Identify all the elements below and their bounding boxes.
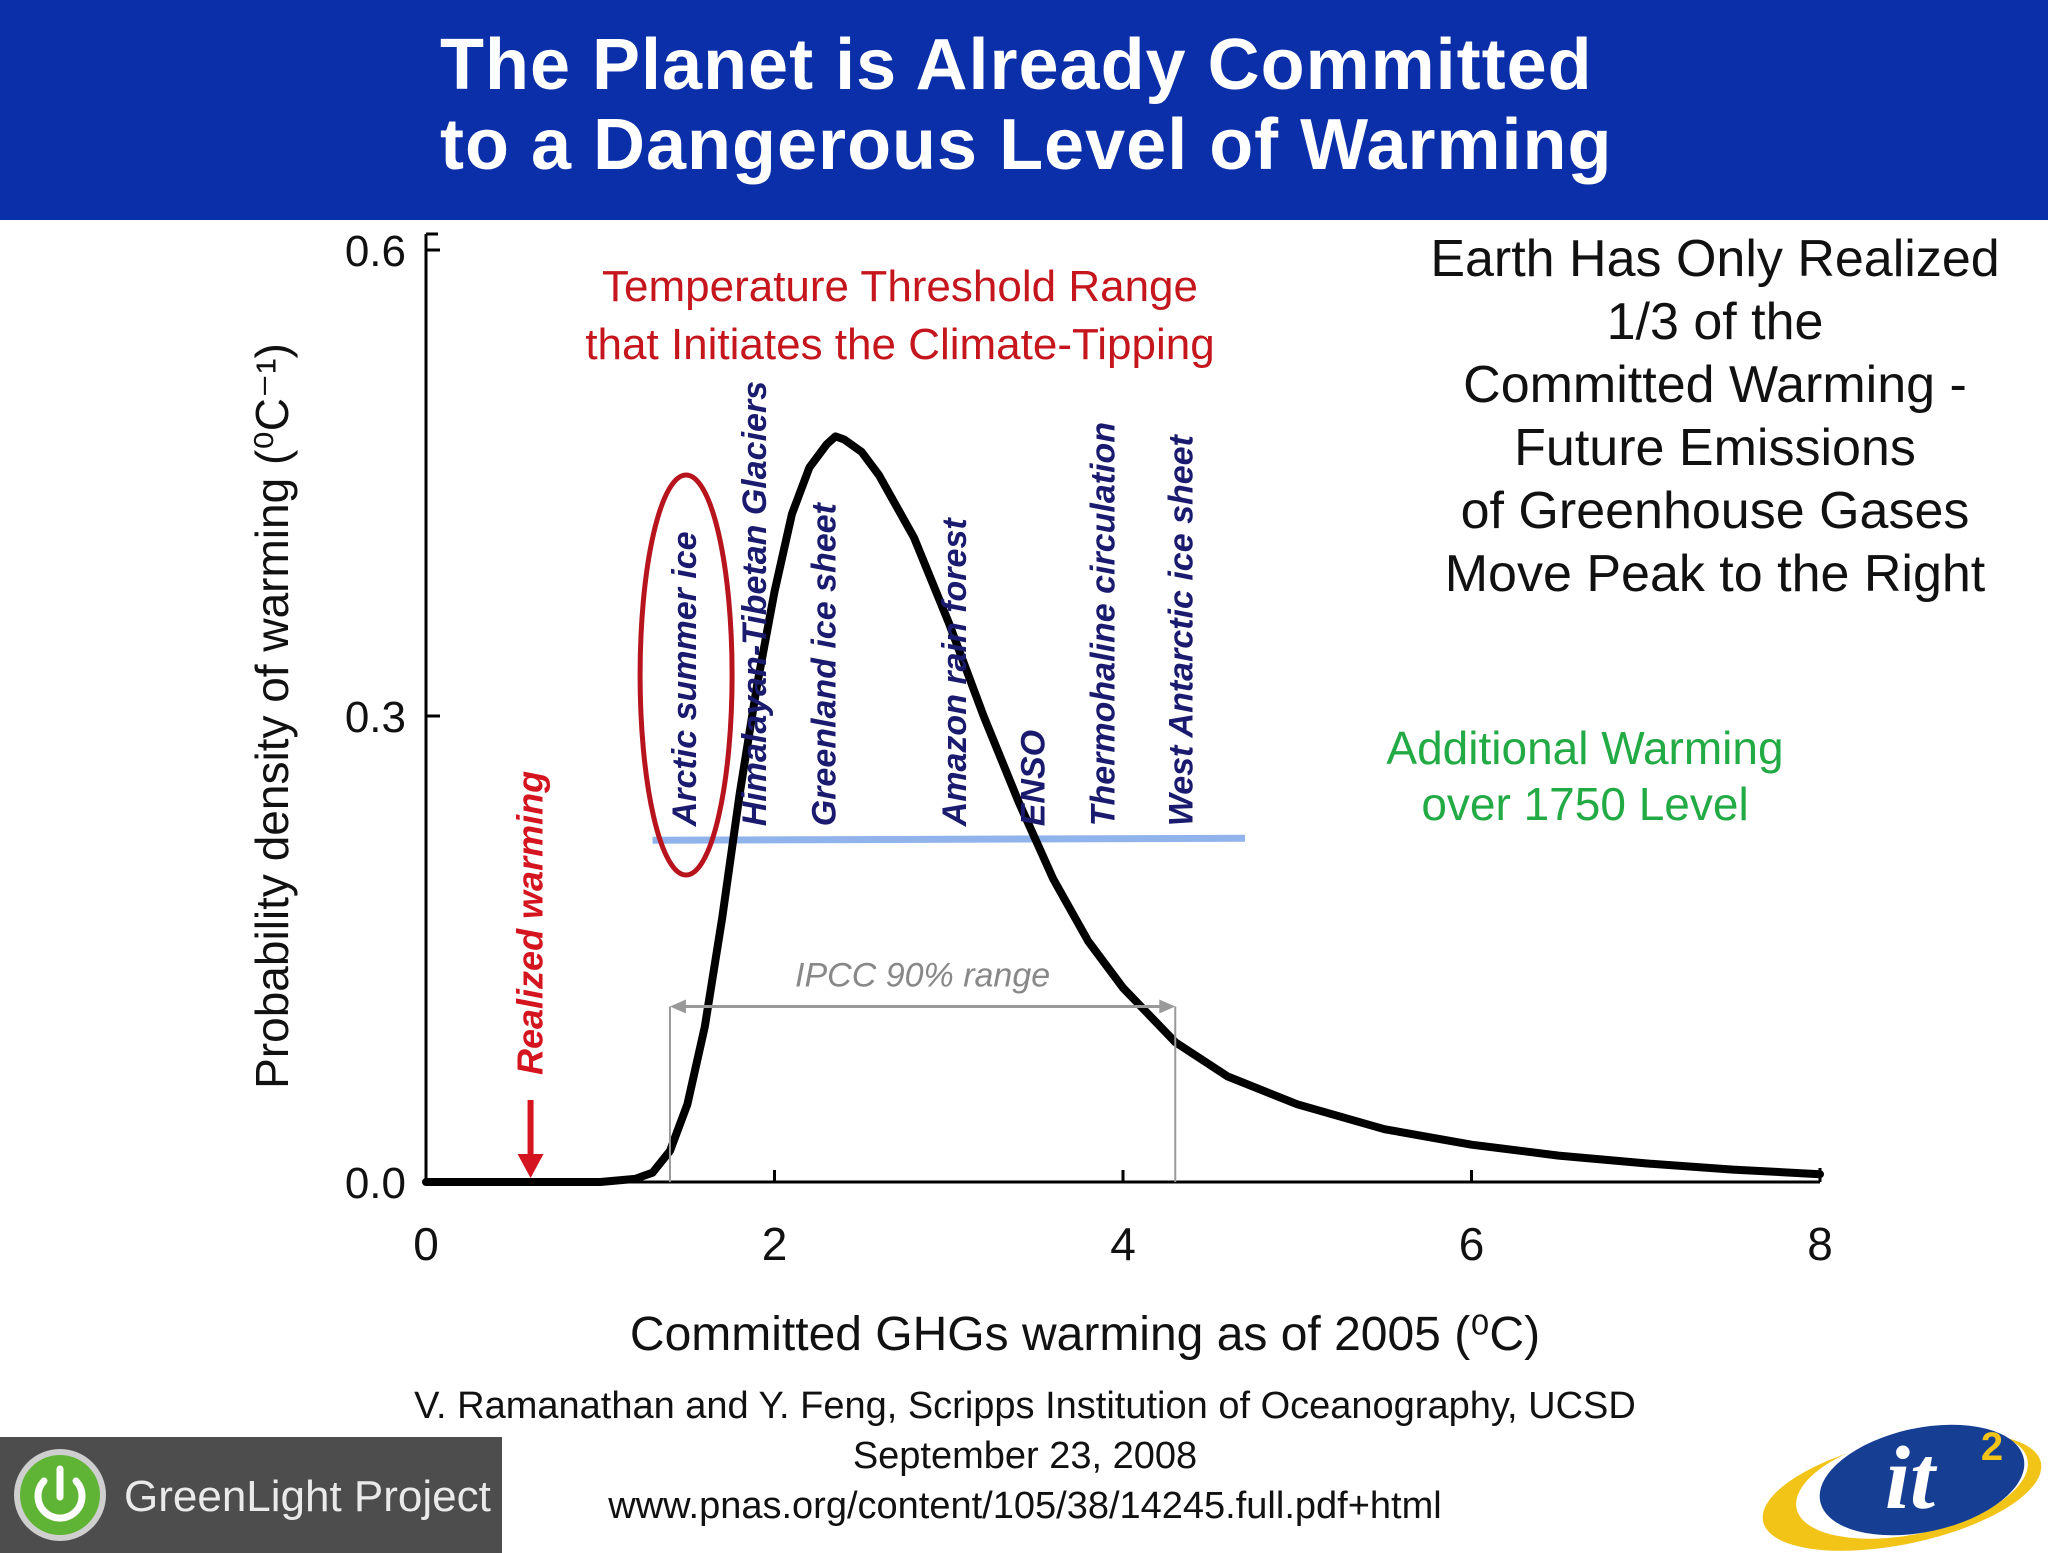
x-tick-label: 8 (1807, 1218, 1833, 1270)
threshold-range-title: Temperature Threshold Range that Initiat… (540, 258, 1260, 374)
tipping-element-label: Greenland ice sheet (805, 501, 843, 826)
x-axis-title: Committed GHGs warming as of 2005 (⁰C) (630, 1308, 1540, 1361)
it2-logo: it 2 (1762, 1424, 2042, 1551)
probability-curve (422, 432, 1824, 1186)
annotation-layer: IPCC 90% range Realized warming (510, 472, 1177, 1182)
x-tick-label: 4 (1110, 1218, 1136, 1270)
it2-logo-text: it (1885, 1429, 1938, 1528)
power-icon (14, 1449, 106, 1541)
note-line: Future Emissions (1514, 419, 1916, 477)
greenlight-badge: GreenLight Project (0, 1437, 502, 1553)
realized-warming-arrowhead (517, 1154, 544, 1178)
y-tick-label: 0.6 (345, 227, 406, 276)
tipping-element-label: Amazon rain forest (936, 517, 974, 828)
citation-date: September 23, 2008 (852, 1435, 1198, 1477)
ipcc-range-arrowhead-left (669, 999, 686, 1014)
page-title-line1: The Planet is Already Committed (440, 25, 1593, 105)
curve-layer (422, 432, 1824, 1186)
page-title-line2: to a Dangerous Level of Warming (440, 105, 1613, 185)
note-line: Committed Warming - (1463, 356, 1967, 414)
y-tick-label: 0.0 (345, 1159, 406, 1208)
x-tick-label: 2 (762, 1218, 788, 1270)
committed-warming-note: Earth Has Only Realized 1/3 of the Commi… (1395, 228, 2035, 606)
note-line: of Greenhouse Gases (1460, 482, 1970, 540)
note-line: Move Peak to the Right (1444, 545, 1986, 603)
tipping-label-layer: Arctic summer ice Himalayan-Tibetan Glaci… (666, 381, 1201, 827)
additional-warming-label: Additional Warming over 1750 Level (1345, 720, 1825, 832)
additional-line2: over 1750 Level (1421, 778, 1749, 830)
realized-warming-label: Realized warming (510, 771, 551, 1075)
ipcc-range-arrowhead-right (1159, 999, 1176, 1014)
additional-line1: Additional Warming (1386, 722, 1784, 774)
tipping-element-label: Arctic summer ice (666, 531, 704, 827)
title-banner: The Planet is Already Committed to a Dan… (0, 0, 2048, 220)
tipping-element-label: ENSO (1015, 730, 1053, 826)
y-tick-label: 0.3 (345, 693, 406, 742)
note-line: 1/3 of the (1606, 293, 1824, 351)
tipping-element-label: Thermohaline circulation (1084, 422, 1122, 826)
ipcc-range-label: IPCC 90% range (795, 956, 1050, 994)
citation-authors: V. Ramanathan and Y. Feng, Scripps Insti… (414, 1385, 1636, 1427)
tipping-element-label: West Antarctic ice sheet (1163, 433, 1201, 826)
tipping-band-layer (652, 834, 1245, 844)
note-line: Earth Has Only Realized (1430, 230, 2000, 288)
arctic-highlight-ellipse (637, 472, 735, 878)
citation-url[interactable]: www.pnas.org/content/105/38/14245.full.p… (608, 1485, 1442, 1527)
y-axis-title: Probability density of warming (⁰C⁻¹) (246, 343, 298, 1089)
threshold-title-line1: Temperature Threshold Range (602, 262, 1198, 311)
tipping-threshold-band (652, 834, 1245, 844)
axes-layer: 0 2 4 6 8 0.0 0.3 0.6 Committed GHGs warming as … (246, 227, 1833, 1361)
greenlight-label: GreenLight Project (124, 1472, 491, 1521)
threshold-title-line2: that Initiates the Climate-Tipping (585, 320, 1215, 369)
tipping-element-label: Himalayan-Tibetan Glaciers (736, 381, 774, 826)
it2-logo-superscript: 2 (1981, 1425, 2003, 1469)
x-tick-label: 6 (1459, 1218, 1485, 1270)
x-tick-label: 0 (413, 1218, 439, 1270)
